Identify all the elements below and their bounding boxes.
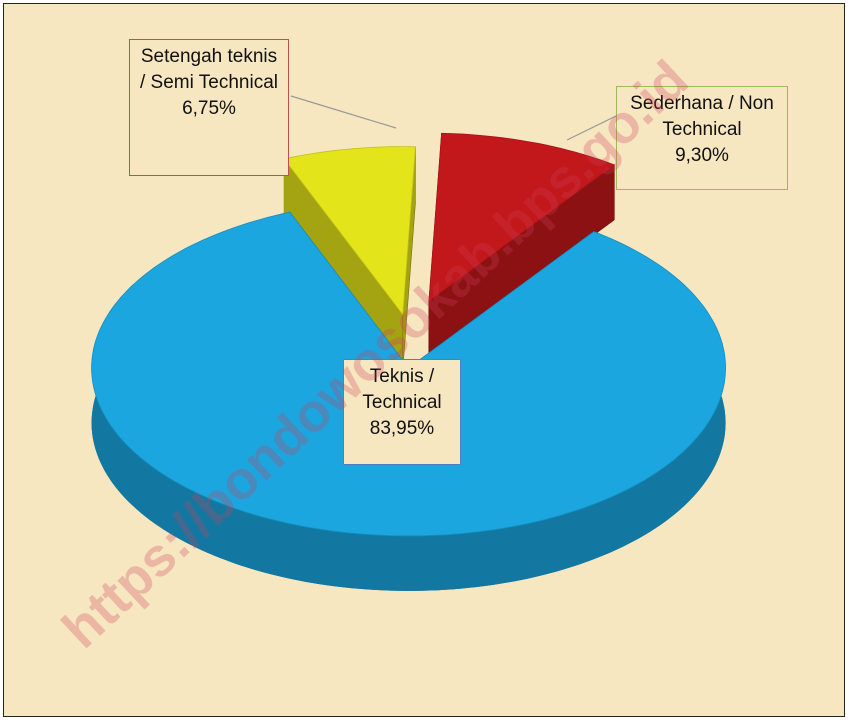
label-value: 9,30%	[675, 145, 729, 166]
slice	[283, 146, 416, 316]
chart-frame: Setengah teknis / Semi Technical 6,75% Sed…	[3, 3, 845, 717]
leader-line	[566, 115, 617, 141]
data-label: Teknis / Technical 83,95%	[343, 359, 461, 465]
label-value: 6,75%	[182, 98, 236, 119]
label-value: 83,95%	[369, 418, 435, 439]
label-category: Setengah teknis / Semi Technical	[140, 46, 278, 93]
data-label: Setengah teknis / Semi Technical 6,75%	[129, 39, 289, 176]
label-category: Teknis / Technical	[362, 366, 442, 413]
data-label: Sederhana / Non Technical 9,30%	[616, 86, 788, 190]
label-category: Sederhana / Non Technical	[630, 93, 774, 140]
slice	[428, 132, 616, 303]
leader-line	[290, 95, 397, 129]
